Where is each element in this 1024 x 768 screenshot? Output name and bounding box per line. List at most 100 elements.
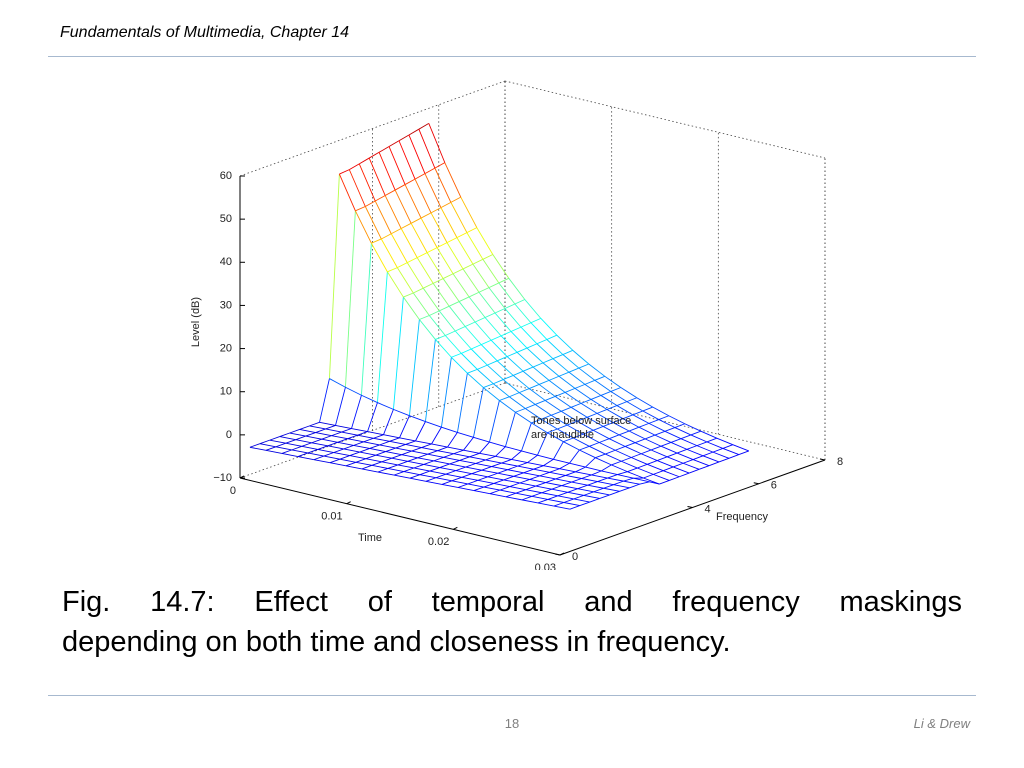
surface-mesh xyxy=(435,335,446,340)
surface-mesh xyxy=(429,470,446,475)
surface-mesh xyxy=(492,254,510,279)
surface-mesh xyxy=(627,471,644,479)
surface-mesh xyxy=(574,388,592,400)
surface-mesh xyxy=(569,462,586,468)
surface-mesh xyxy=(381,457,392,463)
surface-mesh xyxy=(423,282,434,289)
surface-mesh xyxy=(565,471,576,476)
surface-mesh xyxy=(425,477,437,482)
surface-mesh xyxy=(559,462,570,470)
surface-mesh xyxy=(470,348,488,366)
surface-mesh xyxy=(391,457,408,462)
surface-mesh xyxy=(673,466,690,474)
surface-mesh xyxy=(328,174,340,379)
surface-mesh xyxy=(500,331,512,337)
surface-mesh xyxy=(718,457,730,463)
surface-mesh xyxy=(712,451,730,459)
surface-mesh xyxy=(358,163,376,202)
surface-mesh xyxy=(363,437,374,443)
surface-mesh xyxy=(429,467,440,472)
surface-mesh xyxy=(570,406,588,418)
surface-mesh xyxy=(388,140,400,147)
surface-mesh xyxy=(657,456,668,461)
surface-mesh xyxy=(489,489,501,495)
surface-mesh xyxy=(269,436,280,441)
surface-mesh xyxy=(375,451,386,456)
surface-mesh xyxy=(259,443,276,448)
surface-mesh xyxy=(483,483,494,488)
surface-mesh xyxy=(482,254,494,260)
surface-mesh xyxy=(309,425,326,430)
surface-mesh xyxy=(389,437,400,442)
surface-mesh xyxy=(315,428,326,433)
surface-mesh xyxy=(455,326,466,332)
surface-mesh xyxy=(702,455,720,463)
surface-mesh xyxy=(642,410,660,420)
surface-mesh xyxy=(568,367,580,373)
surface-mesh xyxy=(343,444,354,450)
surface-mesh xyxy=(596,412,614,423)
surface-mesh xyxy=(478,291,496,314)
surface-mesh xyxy=(575,471,592,476)
surface-mesh xyxy=(477,476,488,481)
surface-mesh xyxy=(368,157,386,196)
surface-mesh xyxy=(679,472,690,478)
surface-mesh xyxy=(417,453,428,459)
surface-mesh xyxy=(423,463,440,468)
surface-mesh xyxy=(702,451,714,457)
surface-mesh xyxy=(337,438,348,443)
surface-mesh xyxy=(497,356,508,362)
surface-mesh xyxy=(596,409,608,414)
surface-mesh xyxy=(412,292,430,316)
surface-mesh xyxy=(581,474,592,479)
surface-mesh xyxy=(325,428,342,433)
surface-mesh xyxy=(483,486,500,491)
surface-mesh xyxy=(448,305,466,327)
surface-mesh xyxy=(690,430,701,436)
surface-mesh xyxy=(568,371,586,385)
surface-mesh xyxy=(632,410,644,416)
surface-mesh xyxy=(666,452,678,458)
surface-mesh xyxy=(313,455,325,461)
surface-mesh xyxy=(441,480,453,485)
surface-mesh xyxy=(390,233,408,263)
surface-mesh xyxy=(505,412,516,447)
surface-mesh xyxy=(493,479,504,484)
surface-mesh xyxy=(696,445,714,453)
surface-mesh xyxy=(643,473,654,479)
surface-mesh xyxy=(385,447,396,453)
surface-mesh xyxy=(519,388,530,394)
surface-mesh xyxy=(458,301,476,323)
surface-mesh xyxy=(421,447,438,452)
surface-mesh xyxy=(583,491,594,496)
surface-mesh xyxy=(380,238,398,268)
surface-mesh xyxy=(443,453,454,458)
surface-mesh xyxy=(494,312,512,332)
surface-mesh xyxy=(587,481,598,486)
frequency-tick-label: 0 xyxy=(572,551,578,563)
surface-mesh xyxy=(341,431,358,436)
surface-mesh xyxy=(542,362,560,377)
surface-mesh xyxy=(420,217,438,248)
surface-mesh xyxy=(625,446,642,455)
surface-mesh xyxy=(473,486,485,492)
surface-mesh xyxy=(397,460,408,466)
surface-mesh xyxy=(521,450,538,456)
surface-mesh xyxy=(381,461,398,466)
surface-mesh xyxy=(509,482,520,487)
surface-mesh xyxy=(297,456,315,461)
surface-mesh xyxy=(567,424,584,435)
surface-mesh xyxy=(471,473,488,478)
surface-mesh xyxy=(339,458,356,463)
surface-mesh xyxy=(462,268,480,293)
surface-mesh xyxy=(377,468,389,473)
surface-mesh xyxy=(410,217,422,224)
surface-mesh xyxy=(738,450,749,456)
surface-mesh xyxy=(591,474,608,479)
surface-mesh xyxy=(452,268,464,275)
surface-mesh xyxy=(289,432,306,437)
surface-mesh xyxy=(441,483,459,488)
surface-mesh xyxy=(463,437,474,451)
surface-mesh xyxy=(502,379,520,393)
surface-mesh xyxy=(478,287,490,293)
